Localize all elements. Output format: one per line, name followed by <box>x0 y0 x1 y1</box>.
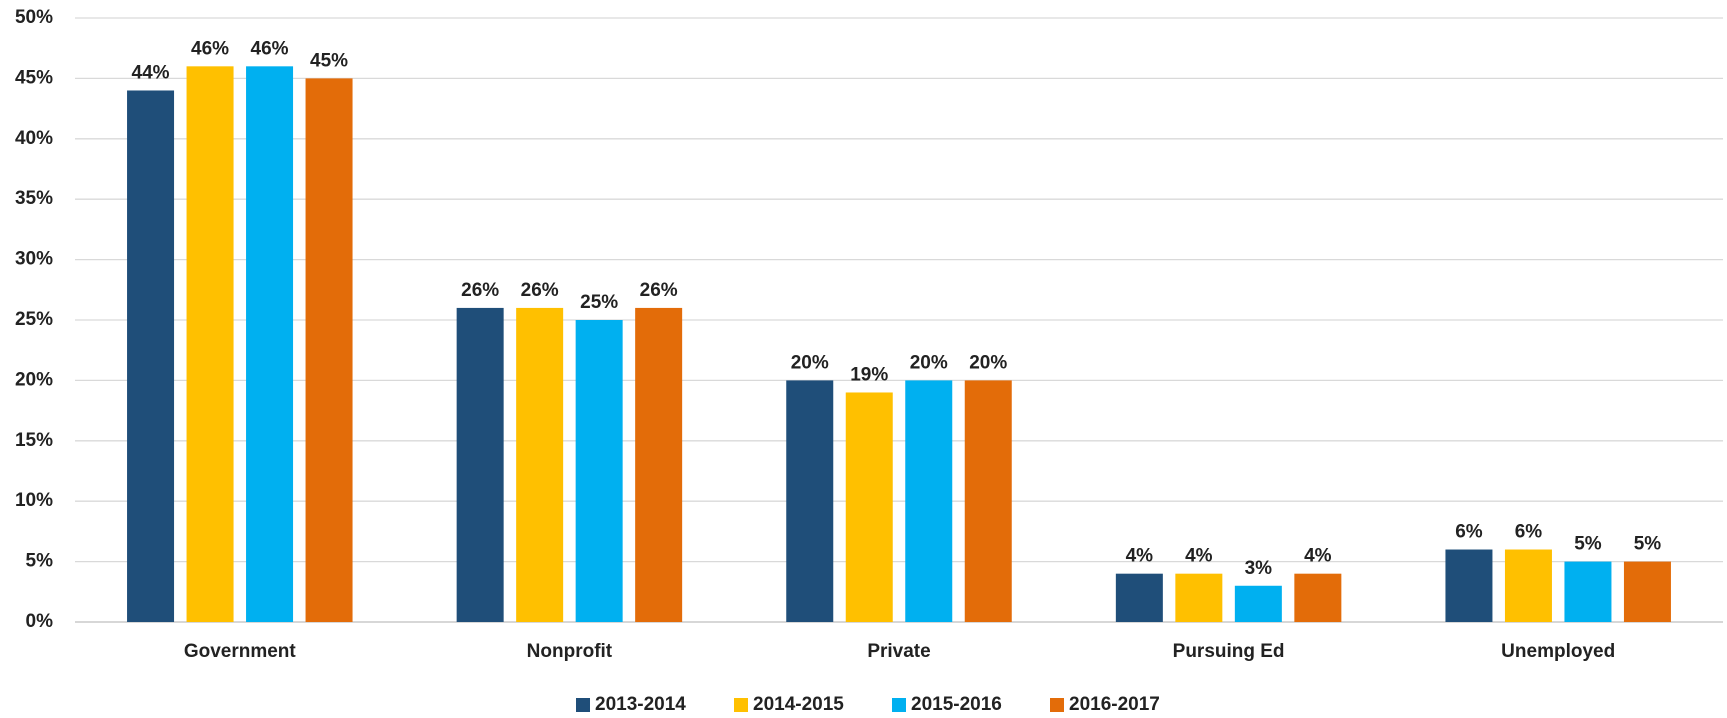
bar <box>845 392 893 622</box>
bar <box>786 380 834 622</box>
bar <box>575 320 623 622</box>
data-label: 26% <box>521 280 559 301</box>
bar <box>246 66 294 622</box>
bar <box>127 90 175 623</box>
bar <box>1504 549 1552 622</box>
legend-swatch <box>734 698 748 712</box>
data-label: 46% <box>251 38 289 59</box>
bar <box>1175 573 1223 622</box>
legend-label: 2014-2015 <box>753 694 844 715</box>
y-tick-label: 10% <box>15 490 53 511</box>
data-label: 3% <box>1245 558 1273 579</box>
data-label: 4% <box>1126 546 1154 567</box>
x-tick-label: Pursuing Ed <box>1173 641 1285 662</box>
bar <box>1294 573 1342 622</box>
data-label: 44% <box>132 62 170 83</box>
bar <box>964 380 1012 622</box>
data-label: 25% <box>580 292 618 313</box>
data-label: 46% <box>191 38 229 59</box>
bar <box>1623 561 1671 622</box>
bar <box>1445 549 1493 622</box>
legend-label: 2013-2014 <box>595 694 686 715</box>
y-tick-label: 15% <box>15 430 53 451</box>
y-tick-label: 50% <box>15 7 53 28</box>
y-tick-label: 20% <box>15 369 53 390</box>
y-tick-label: 5% <box>26 551 54 572</box>
bar <box>186 66 234 622</box>
x-tick-label: Private <box>867 641 930 662</box>
data-label: 26% <box>640 280 678 301</box>
bar <box>456 307 504 622</box>
data-label: 6% <box>1455 522 1483 543</box>
bar <box>516 307 564 622</box>
data-label: 26% <box>461 280 499 301</box>
bar <box>305 78 353 622</box>
data-label: 6% <box>1515 522 1543 543</box>
data-label: 5% <box>1574 534 1602 555</box>
data-label: 45% <box>310 50 348 71</box>
bar <box>905 380 953 622</box>
data-label: 20% <box>791 352 829 373</box>
data-label: 4% <box>1304 546 1332 567</box>
y-tick-label: 25% <box>15 309 53 330</box>
y-tick-label: 40% <box>15 128 53 149</box>
legend-swatch <box>1050 698 1064 712</box>
bar <box>1234 585 1282 622</box>
y-tick-label: 35% <box>15 188 53 209</box>
bar <box>1115 573 1163 622</box>
legend-label: 2016-2017 <box>1069 694 1160 715</box>
x-tick-label: Unemployed <box>1501 641 1615 662</box>
data-label: 4% <box>1185 546 1213 567</box>
y-tick-label: 45% <box>15 67 53 88</box>
y-tick-label: 0% <box>26 611 54 632</box>
data-label: 19% <box>850 364 888 385</box>
y-tick-label: 30% <box>15 249 53 270</box>
x-tick-label: Government <box>184 641 297 662</box>
legend-swatch <box>892 698 906 712</box>
bar <box>1564 561 1612 622</box>
x-tick-label: Nonprofit <box>527 641 613 662</box>
legend-label: 2015-2016 <box>911 694 1002 715</box>
data-label: 20% <box>969 352 1007 373</box>
bar <box>635 307 683 622</box>
data-label: 20% <box>910 352 948 373</box>
data-label: 5% <box>1634 534 1662 555</box>
legend-swatch <box>576 698 590 712</box>
